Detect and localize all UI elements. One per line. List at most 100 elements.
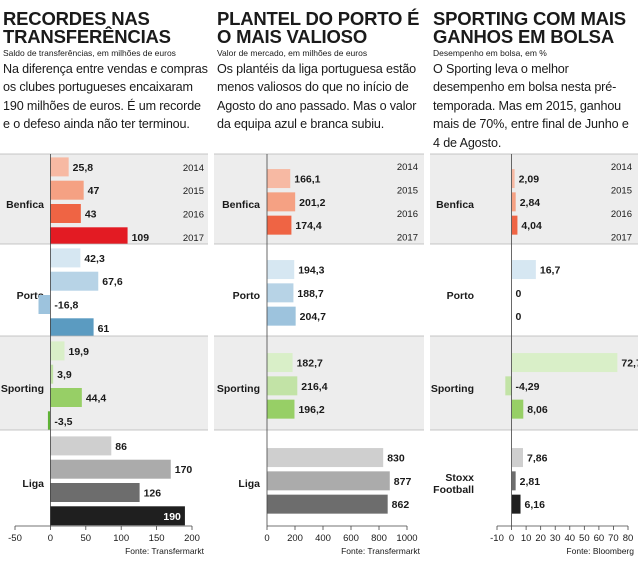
bar-benfica-3	[50, 227, 128, 247]
year-label: 2014	[611, 162, 632, 173]
x-tick-label: 50	[81, 533, 92, 544]
value-label-sporting-2: 8,06	[527, 404, 548, 416]
bar-liga-1	[50, 459, 171, 479]
group-label-benfica: Benfica	[222, 199, 260, 211]
value-label-sporting-1: -4,29	[516, 381, 540, 393]
bar-sporting-0	[511, 353, 618, 373]
x-tick-label: -50	[8, 533, 22, 544]
value-label-porto-1: 188,7	[297, 288, 323, 300]
panel-description: Na diferença entre vendas e compras os c…	[3, 62, 208, 132]
source-note: Fonte: Transfermarkt	[341, 546, 420, 556]
panel-subtitle: Desempenho em bolsa, em %	[433, 48, 547, 58]
x-tick-label: 30	[550, 533, 561, 544]
group-label-stoxx-football: Football	[433, 484, 474, 496]
panel-title: RECORDES NAS TRANSFERÊNCIAS	[3, 8, 171, 47]
x-tick-label: 150	[149, 533, 165, 544]
value-label-sporting-1: 216,4	[301, 381, 327, 393]
bar-porto-0	[511, 260, 536, 280]
group-band-sporting	[0, 336, 208, 430]
bar-benfica-1	[50, 180, 84, 200]
x-tick-label: 10	[521, 533, 532, 544]
x-tick-label: 200	[184, 533, 200, 544]
group-band-benfica	[430, 154, 638, 244]
year-label: 2017	[183, 233, 204, 244]
panel-subtitle: Valor de mercado, em milhões de euros	[217, 48, 368, 58]
year-label: 2016	[611, 209, 632, 220]
bar-sporting-1	[267, 376, 298, 396]
group-label-porto: Porto	[233, 290, 260, 302]
x-tick-label: -10	[490, 533, 504, 544]
x-tick-label: 0	[509, 533, 514, 544]
value-label-benfica-0: 25,8	[73, 162, 94, 174]
value-label-porto-0: 42,3	[84, 253, 105, 265]
market-value-chart: Benfica 166,1 201,2 174,4 Porto 194,3 188,7 204…	[214, 153, 424, 544]
value-label-porto-3: 61	[98, 323, 110, 335]
stock-performance-chart: Benfica 2,09 2,84 4,04 Porto 16,7 0 0 Sporting 72…	[430, 153, 638, 544]
bar-benfica-1	[267, 192, 296, 212]
group-band-porto	[214, 244, 424, 336]
bar-benfica-2	[50, 204, 81, 223]
x-tick-label: 1000	[396, 533, 417, 544]
value-label-sporting-3: -3,5	[54, 416, 72, 428]
panel-bolsa: SPORTING COM MAIS GANHOS EM BOLSA Desemp…	[430, 0, 638, 561]
value-label-sporting-2: 196,2	[298, 404, 324, 416]
bar-porto-2	[267, 306, 296, 326]
x-tick-label: 80	[623, 533, 634, 544]
value-label-porto-2: 0	[516, 311, 522, 323]
panel-subtitle: Saldo de transferências, em milhões de e…	[3, 48, 176, 58]
value-label-liga-1: 170	[175, 464, 193, 476]
value-label-sporting-0: 72,7	[621, 358, 638, 370]
source-note: Fonte: Transfermarkt	[125, 546, 204, 556]
value-label-benfica-2: 174,4	[295, 220, 321, 232]
bar-sporting-1	[50, 364, 54, 384]
x-tick-label: 100	[113, 533, 129, 544]
bar-sporting-1	[505, 376, 512, 396]
value-label-porto-0: 16,7	[540, 265, 561, 277]
panel-description: O Sporting leva o melhor desempenho em b…	[433, 62, 629, 150]
year-label: 2016	[183, 210, 204, 221]
bar-porto-1	[267, 283, 294, 303]
group-label-liga: Liga	[238, 478, 260, 490]
group-label-sporting: Sporting	[217, 383, 260, 395]
value-label-liga-0: 86	[115, 441, 127, 453]
year-label: 2014	[183, 163, 204, 174]
bar-stoxx-football-0	[511, 448, 523, 468]
value-label-benfica-2: 4,04	[521, 220, 542, 232]
value-label-benfica-3: 109	[132, 232, 150, 244]
value-label-benfica-0: 166,1	[294, 174, 320, 186]
year-label: 2015	[397, 186, 418, 197]
panel-transferencias: RECORDES NAS TRANSFERÊNCIAS Saldo de tra…	[0, 0, 208, 561]
value-label-stoxx-football-1: 2,81	[520, 476, 541, 488]
value-label-liga-1: 877	[394, 476, 412, 488]
group-band-porto	[0, 244, 208, 336]
value-label-liga-3: 190	[163, 511, 181, 523]
bar-liga-0	[50, 436, 112, 456]
transfer-balance-chart: Benfica 25,8 2014 47 2015 43 2016 109 2017 Porto 4…	[0, 153, 208, 544]
x-tick-label: 60	[594, 533, 605, 544]
value-label-sporting-2: 44,4	[86, 393, 107, 405]
panel-description: Os plantéis da liga portuguesa estão men…	[217, 62, 417, 132]
group-label-sporting: Sporting	[431, 383, 474, 395]
bar-liga-0	[267, 448, 384, 468]
bar-benfica-2	[267, 215, 292, 235]
bar-liga-2	[267, 494, 388, 514]
x-tick-label: 600	[343, 533, 359, 544]
value-label-porto-0: 194,3	[298, 265, 324, 277]
group-band-benfica	[214, 154, 424, 244]
value-label-porto-1: 0	[516, 288, 522, 300]
bar-sporting-0	[50, 341, 65, 361]
group-label-benfica: Benfica	[6, 199, 44, 211]
bar-porto-1	[50, 271, 99, 291]
bar-stoxx-football-2	[511, 494, 521, 514]
bar-stoxx-football-1	[511, 471, 516, 491]
x-tick-label: 400	[315, 533, 331, 544]
group-label-benfica: Benfica	[436, 199, 474, 211]
value-label-porto-2: 204,7	[300, 311, 326, 323]
group-band-porto	[430, 244, 638, 336]
panel-title: PLANTEL DO PORTO É O MAIS VALIOSO	[217, 8, 420, 47]
x-tick-label: 20	[535, 533, 546, 544]
value-label-sporting-0: 19,9	[68, 346, 89, 358]
x-tick-label: 0	[264, 533, 269, 544]
group-label-liga: Liga	[22, 478, 44, 490]
bar-sporting-2	[511, 399, 524, 419]
